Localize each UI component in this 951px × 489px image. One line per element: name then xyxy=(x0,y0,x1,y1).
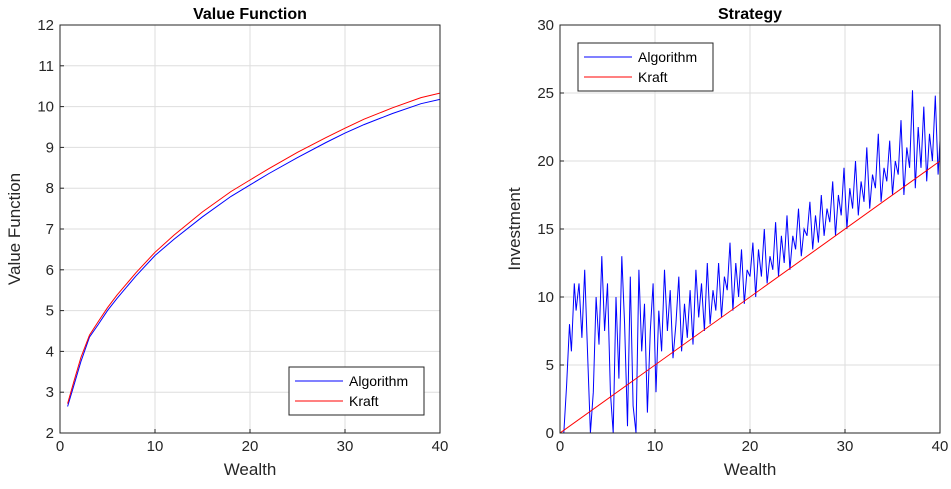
y-tick-label: 12 xyxy=(37,17,54,34)
series-group xyxy=(560,90,940,433)
series-line-kraft xyxy=(67,92,440,404)
series-line-algorithm xyxy=(67,98,440,407)
x-tick-label: 20 xyxy=(242,438,259,455)
legend-label-algorithm: Algorithm xyxy=(349,373,408,389)
x-tick-label: 40 xyxy=(432,438,449,455)
y-tick-label: 10 xyxy=(37,99,54,116)
y-tick-label: 30 xyxy=(537,17,554,34)
y-axis-label: Value Function xyxy=(5,173,24,285)
chart-strategy: 0 10 20 30 40 0 5 10 15 20 25 30 Strategy Wealth In… xyxy=(505,6,948,479)
y-axis-label: Investment xyxy=(505,187,524,270)
y-tick-label: 25 xyxy=(537,85,554,102)
y-tick-label: 2 xyxy=(46,425,54,442)
x-tick-label: 10 xyxy=(147,438,164,455)
y-tick-label: 15 xyxy=(537,221,554,238)
y-tick-label: 6 xyxy=(46,262,54,279)
y-tick-label: 7 xyxy=(46,221,54,238)
y-tick-label: 5 xyxy=(46,303,54,320)
chart-title: Strategy xyxy=(718,6,782,23)
legend-box xyxy=(288,366,425,416)
y-tick-label: 5 xyxy=(546,357,554,374)
y-tick-label: 11 xyxy=(38,58,54,75)
ticks: 0 10 20 30 40 0 5 10 15 20 25 30 xyxy=(537,17,948,455)
legend-label-algorithm: Algorithm xyxy=(638,49,697,65)
chart-value-function: 0 10 20 30 40 2 3 4 5 6 7 8 9 10 11 12 Value Function W… xyxy=(5,6,448,479)
x-tick-label: 40 xyxy=(932,438,949,455)
legend: Algorithm Kraft xyxy=(577,42,714,92)
legend: Algorithm Kraft xyxy=(288,366,425,416)
x-tick-label: 0 xyxy=(556,438,564,455)
x-tick-label: 30 xyxy=(837,438,854,455)
x-tick-label: 30 xyxy=(337,438,354,455)
y-tick-label: 20 xyxy=(537,153,554,170)
y-tick-label: 4 xyxy=(46,343,54,360)
x-tick-label: 0 xyxy=(56,438,64,455)
series-group xyxy=(67,92,440,407)
x-tick-label: 10 xyxy=(647,438,664,455)
series-line-kraft xyxy=(560,160,940,433)
y-tick-label: 9 xyxy=(46,139,54,156)
chart-title: Value Function xyxy=(193,6,307,23)
series-line-algorithm xyxy=(563,90,940,433)
legend-label-kraft: Kraft xyxy=(349,393,379,409)
legend-label-kraft: Kraft xyxy=(638,69,668,85)
x-tick-label: 20 xyxy=(742,438,759,455)
legend-box xyxy=(577,42,714,92)
y-tick-label: 3 xyxy=(46,384,54,401)
x-axis-label: Wealth xyxy=(224,460,277,479)
y-tick-label: 10 xyxy=(537,289,554,306)
x-axis-label: Wealth xyxy=(724,460,777,479)
y-tick-label: 0 xyxy=(546,425,554,442)
y-tick-label: 8 xyxy=(46,180,54,197)
ticks: 0 10 20 30 40 2 3 4 5 6 7 8 9 10 11 12 xyxy=(37,17,448,455)
